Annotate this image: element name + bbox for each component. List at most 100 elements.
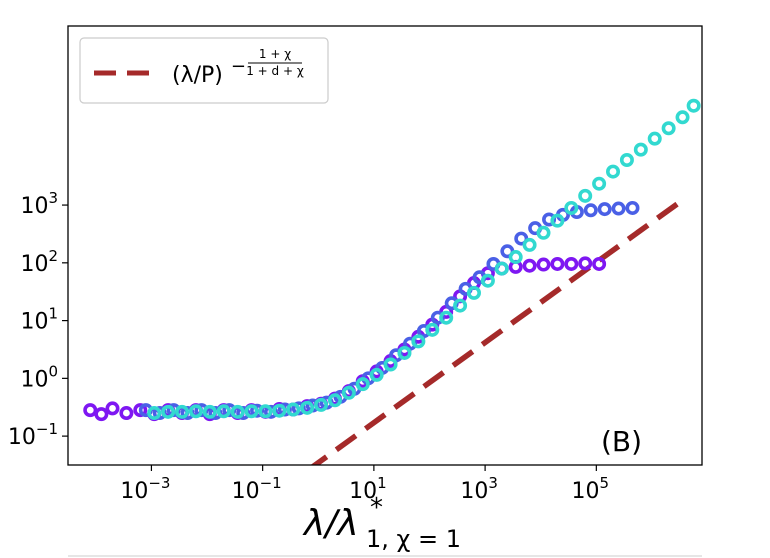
data-point-blue [583, 203, 598, 218]
data-point-cyan [425, 322, 440, 337]
data-point-cyan [258, 404, 273, 419]
y-tick-power: 0 [48, 362, 58, 380]
x-tick-base: 10 [232, 479, 260, 504]
data-point-cyan [383, 357, 398, 372]
data-point-purple [105, 401, 120, 416]
x-tick-base: 10 [120, 479, 148, 504]
plot-frame [67, 25, 703, 466]
data-point-cyan [314, 397, 329, 412]
data-point-cyan [369, 367, 384, 382]
data-point-cyan [633, 142, 648, 157]
data-point-cyan [508, 250, 523, 265]
data-point-cyan [675, 110, 690, 125]
data-point-blue [152, 406, 167, 421]
data-point-cyan [466, 285, 481, 300]
x-tick-power: −3 [148, 474, 170, 492]
data-point-blue [514, 231, 529, 246]
y-tick-label: 102 [20, 247, 58, 277]
data-point-cyan [453, 298, 468, 313]
y-tick-label: 103 [20, 189, 58, 219]
legend-box [79, 37, 329, 104]
data-point-cyan [522, 237, 537, 252]
data-point-cyan [327, 393, 342, 408]
x-axis-label-subscript: 1, χ = 1 [366, 525, 461, 553]
data-point-blue [611, 201, 626, 216]
data-point-cyan [550, 213, 565, 228]
x-tick-power: −1 [260, 474, 282, 492]
x-tick-label: 101 [349, 474, 387, 504]
data-point-cyan [619, 153, 634, 168]
data-point-purple [564, 256, 579, 271]
y-tick-base: 10 [20, 194, 48, 219]
data-point-purple [94, 407, 109, 422]
data-point-blue [542, 212, 557, 227]
data-point-cyan [411, 334, 426, 349]
data-point-cyan [606, 164, 621, 179]
data-point-blue [250, 403, 265, 418]
data-point-cyan [397, 345, 412, 360]
x-tick-label: 10−3 [120, 474, 170, 504]
data-point-cyan [686, 98, 701, 113]
series-cyan [147, 98, 701, 421]
data-point-cyan [564, 200, 579, 215]
data-point-cyan [175, 404, 190, 419]
x-axis-label: λ/λ * 1, χ = 1 [302, 493, 461, 553]
y-tick-label: 10−1 [8, 420, 58, 450]
data-point-purple [119, 406, 134, 421]
x-tick-label: 105 [572, 474, 610, 504]
data-point-cyan [147, 406, 162, 421]
data-point-cyan [202, 404, 217, 419]
data-point-blue [597, 202, 612, 217]
data-point-cyan [592, 176, 607, 191]
x-tick-power: 1 [377, 474, 387, 492]
data-point-purple [536, 257, 551, 272]
data-point-purple [592, 256, 607, 271]
data-point-cyan [188, 404, 203, 419]
data-point-cyan [578, 188, 593, 203]
x-tick-label: 10−1 [232, 474, 282, 504]
legend-label-minus: − [231, 56, 246, 77]
x-tick-base: 10 [572, 479, 600, 504]
data-point-cyan [480, 273, 495, 288]
y-tick-base: 10 [8, 425, 36, 450]
legend-label: (λ/P) − [172, 56, 246, 88]
x-tick-label: 103 [460, 474, 498, 504]
data-point-purple [133, 403, 148, 418]
y-tick-label: 101 [20, 305, 58, 335]
x-tick-base: 10 [349, 479, 377, 504]
x-tick-power: 3 [488, 474, 498, 492]
data-point-purple [83, 403, 98, 418]
data-point-purple [522, 258, 537, 273]
data-point-cyan [286, 402, 301, 417]
x-tick-base: 10 [460, 479, 488, 504]
data-point-cyan [536, 225, 551, 240]
data-point-cyan [355, 377, 370, 392]
legend-exp-denominator: 1 + d + χ [246, 64, 304, 78]
data-point-blue [416, 323, 431, 338]
panel-label: (B) [601, 425, 642, 458]
data-point-cyan [494, 261, 509, 276]
y-tick-power: −1 [36, 420, 58, 438]
data-point-cyan [230, 404, 245, 419]
y-tick-power: 3 [48, 189, 58, 207]
x-axis-label-main: λ/λ [302, 503, 359, 544]
data-point-blue [430, 310, 445, 325]
data-point-cyan [161, 404, 176, 419]
y-tick-base: 10 [20, 367, 48, 392]
y-tick-label: 100 [20, 362, 58, 392]
x-tick-power: 5 [600, 474, 610, 492]
data-point-cyan [647, 131, 662, 146]
legend-exp-numerator: 1 + χ [259, 47, 291, 61]
data-point-cyan [661, 121, 676, 136]
data-point-cyan [300, 400, 315, 415]
data-point-cyan [216, 404, 231, 419]
reference-power-law-line [310, 199, 682, 465]
data-point-blue [625, 200, 640, 215]
y-tick-power: 2 [48, 247, 58, 265]
legend: (λ/P) − 1 + χ 1 + d + χ [79, 37, 329, 104]
data-point-purple [550, 256, 565, 271]
y-tick-base: 10 [20, 310, 48, 335]
data-point-cyan [439, 310, 454, 325]
x-axis-label-superscript: * [370, 493, 383, 523]
